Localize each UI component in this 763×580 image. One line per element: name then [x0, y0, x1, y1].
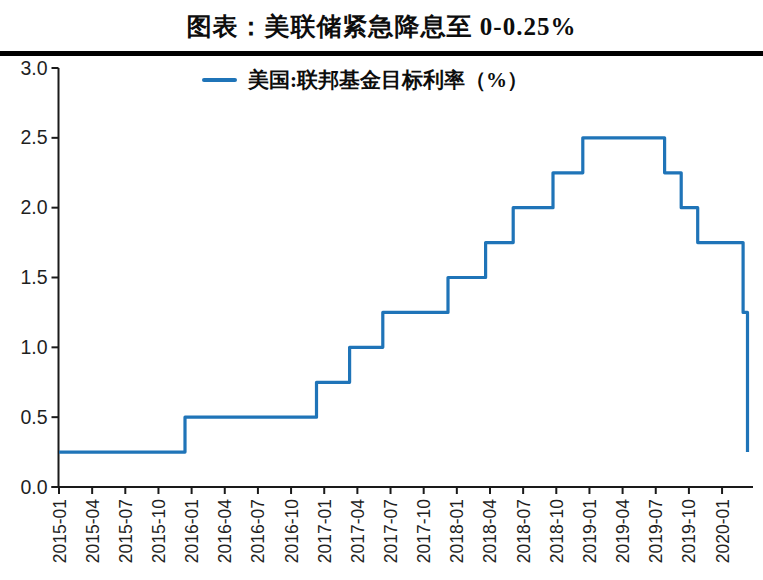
x-tick-label: 2017-07	[381, 499, 401, 563]
x-tick-label: 2016-10	[282, 499, 302, 563]
legend-label: 美国:联邦基金目标利率（%）	[248, 66, 528, 94]
x-tick-label: 2017-04	[348, 499, 368, 563]
y-tick-label: 1.5	[20, 266, 47, 288]
legend-line-sample	[202, 78, 237, 82]
y-tick-label: 3.0	[20, 57, 47, 79]
x-tick-label: 2017-10	[414, 499, 434, 563]
x-tick-label: 2015-07	[116, 499, 136, 563]
x-tick-label: 2018-04	[480, 499, 500, 563]
x-tick-label: 2018-01	[447, 499, 467, 563]
y-tick-label: 0.0	[20, 476, 47, 498]
x-tick-label: 2018-07	[514, 499, 534, 563]
x-tick-label: 2019-10	[679, 499, 699, 563]
x-tick-label: 2015-04	[83, 499, 103, 563]
x-tick-label: 2020-01	[713, 499, 733, 563]
y-tick-label: 2.5	[20, 126, 47, 148]
x-tick-label: 2019-04	[613, 499, 633, 563]
x-tick-label: 2019-07	[646, 499, 666, 563]
x-tick-label: 2019-01	[580, 499, 600, 563]
x-tick-label: 2016-04	[215, 499, 235, 563]
series-line	[59, 138, 748, 452]
x-tick-label: 2015-01	[50, 499, 70, 563]
y-tick-label: 2.0	[20, 196, 47, 218]
x-tick-label: 2016-07	[248, 499, 268, 563]
chart-page: 图表：美联储紧急降息至 0-0.25% 美国:联邦基金目标利率（%） 0.00.…	[0, 0, 763, 580]
x-tick-label: 2015-10	[149, 499, 169, 563]
x-tick-label: 2017-01	[315, 499, 335, 563]
legend: 美国:联邦基金目标利率（%）	[202, 66, 528, 94]
x-tick-label: 2018-10	[547, 499, 567, 563]
x-tick-label: 2016-01	[182, 499, 202, 563]
y-tick-label: 0.5	[20, 406, 47, 428]
y-tick-label: 1.0	[20, 336, 47, 358]
